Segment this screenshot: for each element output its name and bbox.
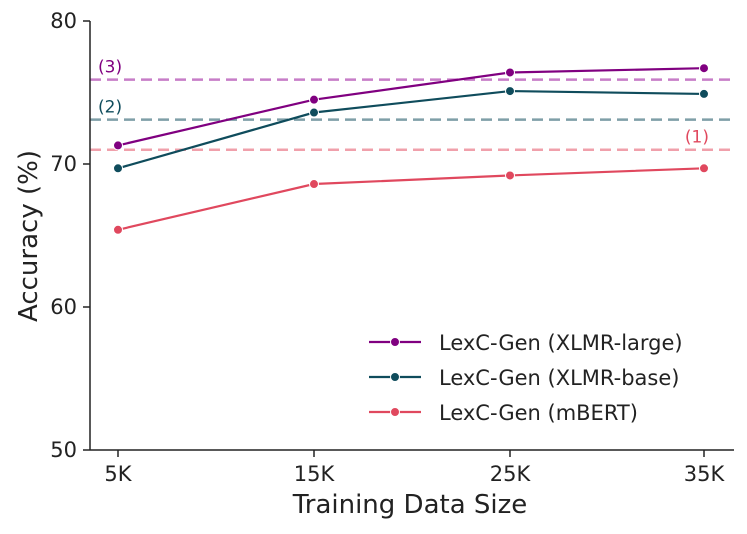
data-point: [699, 163, 709, 174]
x-tick-label: 15K: [294, 462, 336, 486]
legend-label: LexC-Gen (XLMR-large): [439, 331, 683, 355]
y-tick-label: 60: [50, 295, 77, 319]
y-tick-label: 80: [50, 9, 77, 33]
series-line: [117, 167, 705, 231]
data-point: [699, 63, 709, 74]
legend: LexC-Gen (XLMR-large) LexC-Gen (XLMR-base…: [369, 331, 683, 425]
legend-label: LexC-Gen (mBERT): [439, 401, 638, 425]
series-line: [117, 89, 705, 170]
reference-line-label: (3): [98, 58, 122, 78]
tick-labels: 50 60 70 80 5K 15K 25K 35K: [50, 9, 725, 486]
data-point: [113, 140, 123, 151]
y-tick-label: 50: [50, 438, 77, 462]
data-point: [699, 88, 709, 99]
reference-lines: (3) (2) (1): [90, 58, 734, 151]
x-tick-label: 5K: [104, 462, 132, 486]
data-point: [505, 67, 515, 78]
x-tick-label: 35K: [684, 462, 726, 486]
y-tick-label: 70: [50, 152, 77, 176]
data-point: [113, 224, 123, 235]
x-tick-label: 25K: [490, 462, 532, 486]
data-point: [309, 107, 319, 118]
series-line: [117, 67, 705, 147]
axes: [89, 21, 734, 451]
legend-marker: [390, 407, 400, 417]
data-point: [309, 94, 319, 105]
reference-line-label: (1): [685, 128, 709, 148]
data-point: [505, 86, 515, 97]
data-point: [309, 179, 319, 190]
y-axis-title: Accuracy (%): [14, 150, 44, 322]
legend-marker: [390, 337, 400, 347]
legend-marker: [390, 372, 400, 382]
series-lines: [113, 63, 709, 235]
data-point: [505, 170, 515, 181]
legend-label: LexC-Gen (XLMR-base): [439, 366, 679, 390]
data-point: [113, 163, 123, 174]
x-axis-title: Training Data Size: [292, 490, 528, 520]
reference-line-label: (2): [98, 98, 122, 118]
